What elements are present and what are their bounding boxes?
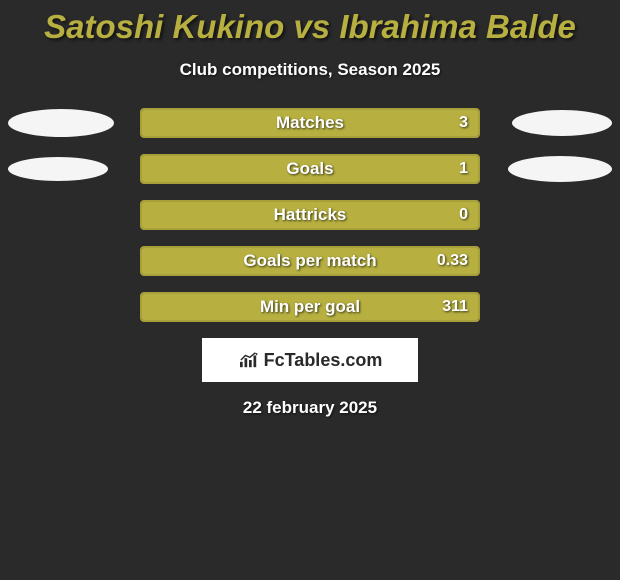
stat-row: Goals 1 <box>0 154 620 184</box>
stat-row: Min per goal 311 <box>0 292 620 322</box>
stat-bar: Matches 3 <box>140 108 480 138</box>
fctables-logo: FcTables.com <box>202 338 418 382</box>
stat-row: Goals per match 0.33 <box>0 246 620 276</box>
stat-label: Goals <box>286 159 333 179</box>
comparison-subtitle: Club competitions, Season 2025 <box>0 60 620 80</box>
stats-container: Matches 3 Goals 1 Hattricks 0 Goals per match 0… <box>0 108 620 322</box>
stat-row: Matches 3 <box>0 108 620 138</box>
stat-value: 0 <box>459 206 468 224</box>
player-left-ellipse <box>8 109 114 137</box>
stat-bar: Min per goal 311 <box>140 292 480 322</box>
stat-row: Hattricks 0 <box>0 200 620 230</box>
stat-value: 0.33 <box>437 252 468 270</box>
stat-label: Matches <box>276 113 344 133</box>
player-right-ellipse <box>508 156 612 182</box>
player-left-ellipse <box>8 157 108 181</box>
stat-bar: Hattricks 0 <box>140 200 480 230</box>
stat-value: 3 <box>459 114 468 132</box>
stat-bar: Goals per match 0.33 <box>140 246 480 276</box>
stat-label: Min per goal <box>260 297 360 317</box>
stat-label: Hattricks <box>274 205 347 225</box>
stat-label: Goals per match <box>243 251 376 271</box>
chart-icon <box>238 351 260 369</box>
stat-value: 1 <box>459 160 468 178</box>
comparison-title: Satoshi Kukino vs Ibrahima Balde <box>0 0 620 46</box>
snapshot-date: 22 february 2025 <box>0 398 620 418</box>
stat-bar: Goals 1 <box>140 154 480 184</box>
player-right-ellipse <box>512 110 612 136</box>
fctables-logo-text: FcTables.com <box>264 350 383 371</box>
stat-value: 311 <box>442 298 468 316</box>
